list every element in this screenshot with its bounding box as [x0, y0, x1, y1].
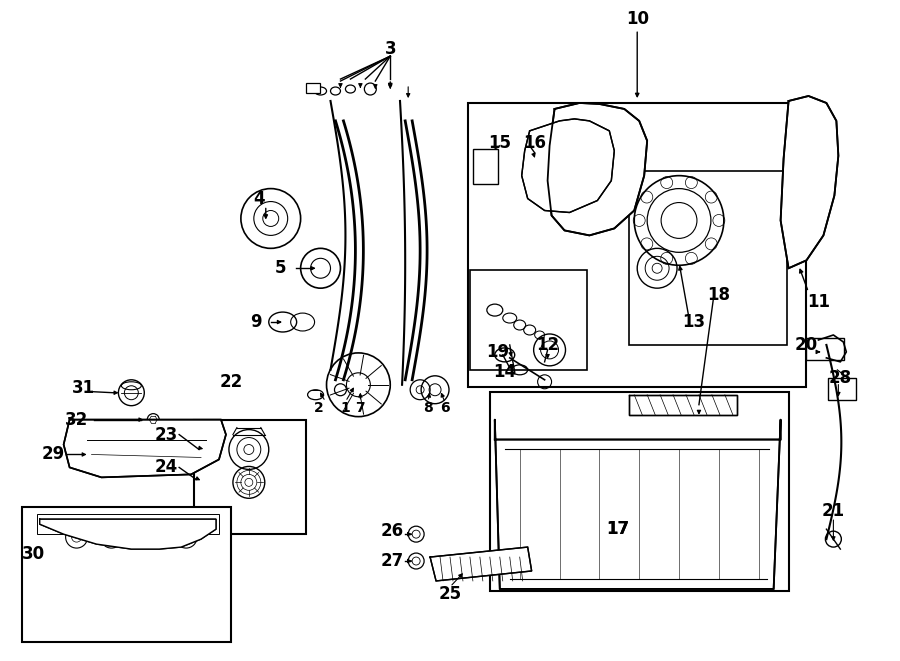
Text: 3: 3 — [384, 40, 396, 58]
Text: 11: 11 — [807, 293, 830, 311]
Bar — [22, 507, 231, 642]
Text: 26: 26 — [381, 522, 404, 540]
Text: 10: 10 — [626, 11, 649, 28]
Text: 18: 18 — [707, 286, 731, 304]
Text: 13: 13 — [682, 313, 706, 331]
Text: 17: 17 — [606, 520, 629, 538]
Bar — [806, 338, 844, 360]
Polygon shape — [472, 149, 498, 184]
Text: 22: 22 — [220, 373, 242, 391]
Polygon shape — [547, 103, 647, 235]
Bar — [468, 103, 806, 387]
Text: 24: 24 — [155, 459, 178, 477]
Text: 27: 27 — [381, 552, 404, 570]
Text: 20: 20 — [795, 336, 818, 354]
Polygon shape — [780, 96, 839, 268]
Text: 30: 30 — [22, 545, 45, 563]
Polygon shape — [64, 420, 226, 477]
Text: 29: 29 — [42, 446, 66, 463]
Text: 2: 2 — [314, 401, 323, 414]
Text: 23: 23 — [155, 426, 178, 444]
Text: 16: 16 — [523, 134, 546, 152]
Polygon shape — [430, 547, 532, 581]
Bar — [629, 171, 787, 345]
Text: 31: 31 — [72, 379, 95, 397]
Text: 12: 12 — [536, 336, 559, 354]
Text: 6: 6 — [440, 401, 450, 414]
Polygon shape — [522, 119, 615, 212]
Text: 9: 9 — [250, 313, 262, 331]
Bar — [194, 420, 306, 534]
Text: 14: 14 — [493, 363, 517, 381]
Text: 32: 32 — [65, 410, 88, 428]
Text: 5: 5 — [275, 259, 286, 277]
Polygon shape — [40, 519, 216, 549]
Bar — [306, 83, 319, 93]
Text: 28: 28 — [829, 369, 852, 387]
Bar — [470, 270, 588, 370]
Text: 19: 19 — [486, 343, 509, 361]
Bar — [828, 378, 856, 400]
Polygon shape — [495, 420, 780, 589]
Bar — [490, 392, 788, 591]
Text: 7: 7 — [356, 401, 365, 414]
Text: 21: 21 — [822, 502, 845, 520]
Text: 4: 4 — [253, 190, 265, 208]
Text: 15: 15 — [489, 134, 511, 152]
Text: 8: 8 — [423, 401, 433, 414]
Polygon shape — [37, 514, 219, 534]
Text: 17: 17 — [606, 520, 629, 538]
Text: 1: 1 — [340, 401, 350, 414]
Polygon shape — [629, 395, 737, 414]
Text: 25: 25 — [438, 585, 462, 603]
